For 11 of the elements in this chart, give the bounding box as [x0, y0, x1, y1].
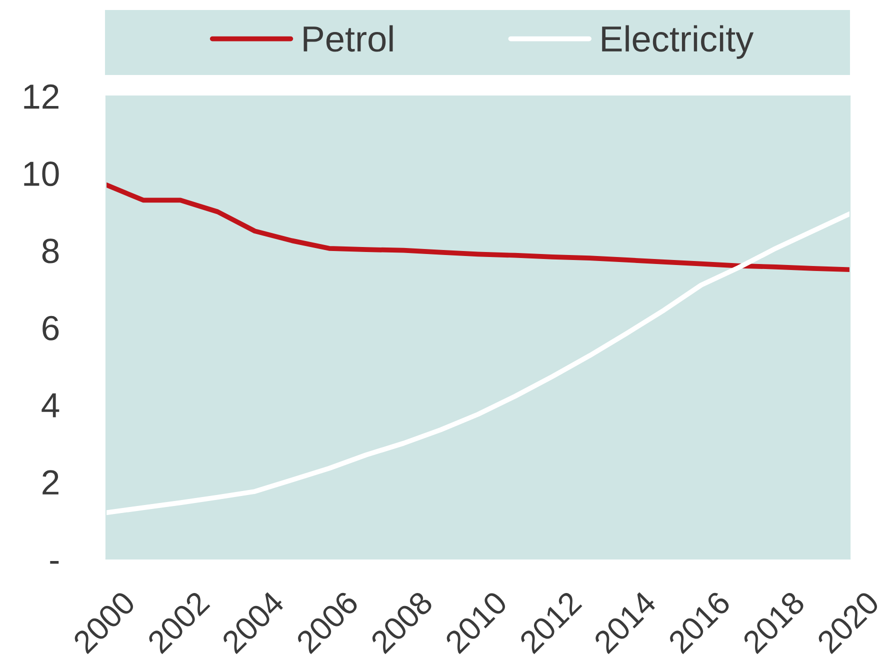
y-tick-label: 6 — [42, 316, 59, 340]
y-tick-label: 2 — [42, 470, 58, 494]
y-tick-label: 12 — [24, 84, 58, 109]
line-series — [106, 182, 850, 272]
y-tick-label: 10 — [24, 162, 59, 186]
legend-label: Petrol — [304, 25, 393, 52]
line-series — [106, 211, 850, 516]
y-tick-label: 4 — [42, 393, 60, 418]
y-tick-label: - — [50, 561, 59, 564]
y-tick-label: 8 — [42, 238, 59, 264]
legend-label: Electricity — [602, 25, 754, 59]
